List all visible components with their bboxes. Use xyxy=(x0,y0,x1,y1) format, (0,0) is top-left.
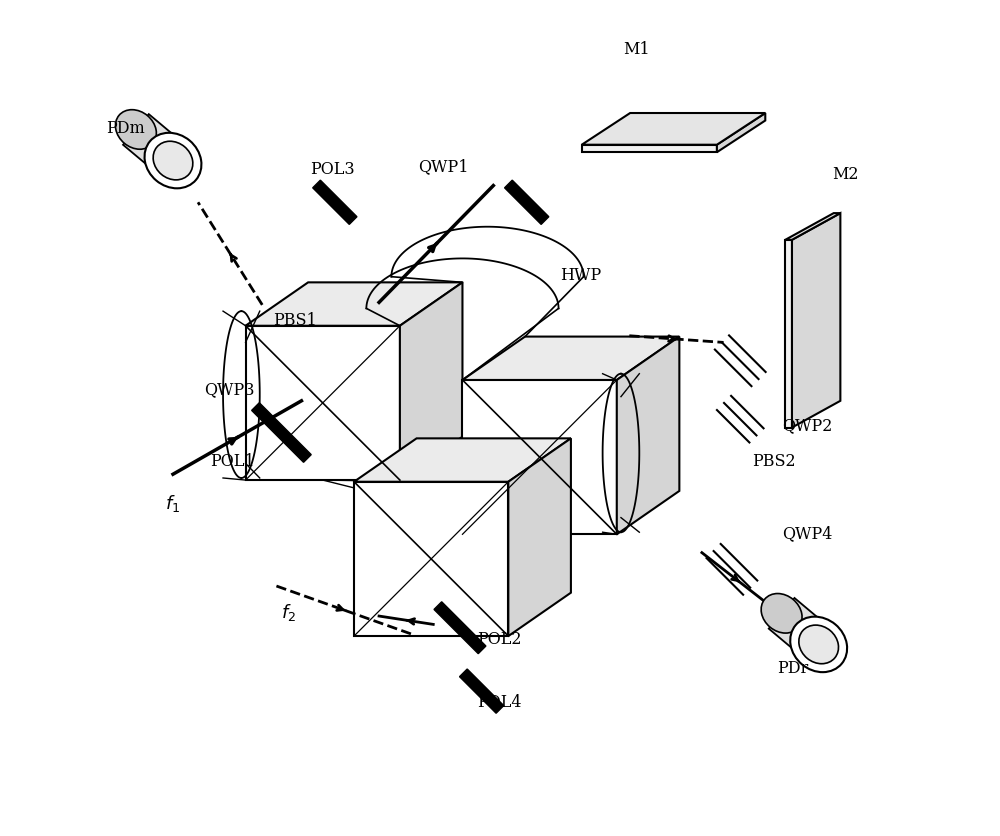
Text: POL4: POL4 xyxy=(477,693,521,710)
Ellipse shape xyxy=(145,134,201,189)
Ellipse shape xyxy=(790,617,847,672)
Text: QWP1: QWP1 xyxy=(418,158,469,175)
Text: QWP2: QWP2 xyxy=(782,416,832,433)
Polygon shape xyxy=(769,599,832,660)
Polygon shape xyxy=(785,241,792,428)
Polygon shape xyxy=(434,602,486,654)
Text: POL1: POL1 xyxy=(210,453,254,470)
Text: QWP3: QWP3 xyxy=(204,380,254,397)
Ellipse shape xyxy=(153,142,193,181)
Text: M2: M2 xyxy=(832,166,859,183)
Ellipse shape xyxy=(115,110,156,150)
Polygon shape xyxy=(785,214,840,241)
Polygon shape xyxy=(246,283,462,326)
Text: POL2: POL2 xyxy=(477,630,521,647)
Polygon shape xyxy=(617,337,679,535)
Text: QWP4: QWP4 xyxy=(782,524,832,542)
Polygon shape xyxy=(313,181,357,225)
Text: PDm: PDm xyxy=(106,120,145,136)
Polygon shape xyxy=(123,115,186,176)
Text: HWP: HWP xyxy=(560,266,601,283)
Polygon shape xyxy=(354,439,571,482)
Text: PDr: PDr xyxy=(777,660,808,676)
Polygon shape xyxy=(792,214,840,428)
Ellipse shape xyxy=(761,594,802,634)
Polygon shape xyxy=(462,380,617,535)
Polygon shape xyxy=(354,482,508,636)
Polygon shape xyxy=(717,114,765,153)
Text: $f_2$: $f_2$ xyxy=(281,601,297,622)
Text: M1: M1 xyxy=(623,41,650,59)
Polygon shape xyxy=(505,181,549,225)
Polygon shape xyxy=(252,403,311,463)
Polygon shape xyxy=(462,337,679,380)
Text: POL3: POL3 xyxy=(310,161,354,178)
Polygon shape xyxy=(246,326,400,481)
Text: PBS1: PBS1 xyxy=(273,311,317,329)
Polygon shape xyxy=(460,669,504,713)
Polygon shape xyxy=(582,114,765,145)
Polygon shape xyxy=(508,439,571,636)
Ellipse shape xyxy=(799,625,839,664)
Polygon shape xyxy=(400,283,462,481)
Polygon shape xyxy=(582,145,717,153)
Text: $f_1$: $f_1$ xyxy=(165,492,180,513)
Text: PBS2: PBS2 xyxy=(752,453,796,470)
